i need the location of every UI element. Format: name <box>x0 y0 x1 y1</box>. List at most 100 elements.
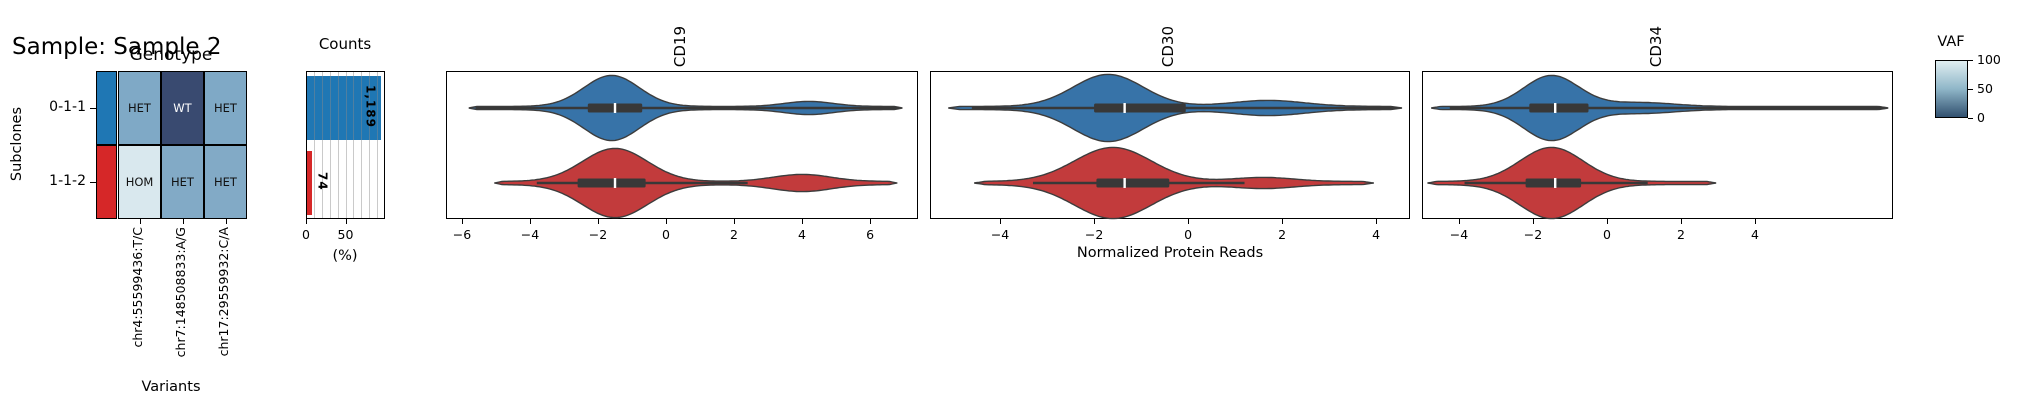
violin-panel-frame <box>446 71 918 219</box>
violin-panel-title: CD30 <box>1159 26 1177 68</box>
violin-x-tick-label: 2 <box>730 227 738 242</box>
violin-x-tick-mark <box>1606 219 1609 224</box>
violin-x-tick-mark <box>1376 219 1378 224</box>
colorbar-tick-label: 0 <box>1977 110 1985 125</box>
violin-x-tick-label: 2 <box>1278 227 1287 242</box>
violin-x-tick-mark <box>1000 219 1002 224</box>
violin-inner-box <box>1096 178 1170 188</box>
colorbar-tick-label: 100 <box>1977 52 2001 67</box>
counts-x-tick-mark <box>306 219 308 224</box>
violin-x-tick-mark <box>870 219 872 224</box>
counts-gridline <box>353 72 355 218</box>
violin-x-tick-label: −2 <box>1523 227 1543 242</box>
violin-x-tick-label: 4 <box>1372 227 1381 242</box>
violin-x-tick-mark <box>1458 219 1461 224</box>
x-tick-mark <box>139 219 141 224</box>
violin-x-tick-mark <box>734 219 736 224</box>
y-tick-mark <box>90 108 96 110</box>
violin-inner-box <box>1094 103 1186 113</box>
variants-axis-label: Variants <box>141 379 201 395</box>
violin-x-tick-mark <box>802 219 804 224</box>
genotype-cell: HOM <box>118 145 161 219</box>
genotype-heatmap-title: Genotype <box>129 45 213 65</box>
counts-x-tick-label: 50 <box>337 227 354 242</box>
violin-x-tick-mark <box>666 219 668 224</box>
violin-panel-title: CD19 <box>671 26 689 68</box>
violin-x-tick-label: −2 <box>588 227 608 242</box>
violin-svg <box>948 73 1403 220</box>
counts-gridline <box>329 72 331 218</box>
variant-tick-label: chr4:55599436:T/C <box>129 227 145 348</box>
violin-x-tick-label: −4 <box>1449 227 1469 242</box>
counts-bar <box>307 151 312 215</box>
colorbar-gradient <box>1935 60 1968 118</box>
counts-bar <box>307 76 382 140</box>
violin-x-tick-label: 4 <box>798 227 807 242</box>
counts-gridline <box>377 72 379 218</box>
violin-median-tick <box>613 103 617 113</box>
violin-inner-box <box>1525 178 1582 188</box>
violin-x-tick-label: −4 <box>990 227 1010 242</box>
genotype-cell: HET <box>204 145 247 219</box>
colorbar-tick-mark <box>1968 118 1973 120</box>
counts-gridline <box>337 72 339 218</box>
violin-x-tick-label: 6 <box>866 227 875 242</box>
subclone-color-strip <box>96 71 117 145</box>
genotype-cell: HET <box>161 145 204 219</box>
counts-gridline <box>369 72 371 218</box>
counts-gridline <box>345 72 347 218</box>
counts-gridline <box>361 72 363 218</box>
violin-inner-box <box>1529 103 1589 113</box>
violin-x-tick-mark <box>598 219 600 224</box>
violin-x-tick-mark <box>1680 219 1683 224</box>
subclone-row-label: 1-1-2 <box>49 173 86 189</box>
violin-x-tick-mark <box>1188 219 1190 224</box>
subclone-color-strip <box>96 145 117 219</box>
violin-x-tick-label: 0 <box>662 227 670 242</box>
counts-chart-title: Counts <box>318 35 372 53</box>
violin-x-tick-label: 4 <box>1751 227 1759 242</box>
variant-tick-label: chr7:148508833:A/G <box>172 227 188 358</box>
violin-median-tick <box>613 178 617 188</box>
counts-x-tick-label: 0 <box>302 227 310 242</box>
counts-gridline <box>313 72 315 218</box>
violin-x-tick-label: −2 <box>1084 227 1104 242</box>
colorbar-tick-label: 50 <box>1977 81 1993 96</box>
violin-median-tick <box>1123 178 1126 188</box>
violin-x-tick-mark <box>461 219 464 224</box>
counts-bar-value-label: 74 <box>315 172 330 191</box>
violin-median-tick <box>1553 103 1557 113</box>
violin-median-tick <box>1123 103 1126 113</box>
violin-x-tick-mark <box>1094 219 1096 224</box>
violin-x-tick-mark <box>1282 219 1284 224</box>
genotype-cell: HET <box>118 71 161 145</box>
x-tick-mark <box>182 219 184 224</box>
violin-x-tick-label: 2 <box>1677 227 1685 242</box>
colorbar-tick-mark <box>1968 60 1973 62</box>
violin-x-tick-label: −6 <box>452 227 472 242</box>
violin-x-tick-label: 0 <box>1184 227 1193 242</box>
violin-x-tick-label: 0 <box>1603 227 1611 242</box>
vaf-colorbar-title: VAF <box>1937 34 1965 50</box>
violin-svg <box>468 74 903 219</box>
counts-x-tick-mark <box>345 219 347 224</box>
counts-gridline <box>321 72 323 218</box>
violin-x-tick-mark <box>529 219 532 224</box>
genotype-cell: HET <box>204 71 247 145</box>
violin-inner-box <box>577 178 646 188</box>
counts-bar-value-label: 1,189 <box>363 85 378 128</box>
y-tick-mark <box>90 182 96 184</box>
violin-svg <box>1427 74 1889 220</box>
subclone-row-label: 0-1-1 <box>49 99 86 115</box>
normalized-protein-reads-axis-label: Normalized Protein Reads <box>1076 245 1264 261</box>
colorbar-tick-mark <box>1968 89 1973 91</box>
variant-tick-label: chr17:29559932:C/A <box>215 227 231 357</box>
violin-panel-title: CD34 <box>1646 26 1665 68</box>
violin-x-tick-label: −4 <box>520 227 540 242</box>
violin-x-tick-mark <box>1754 219 1757 224</box>
subclones-axis-label: Subclones <box>9 107 25 182</box>
counts-percent-axis-label: (%) <box>332 248 358 264</box>
figure-title: Sample: Sample 2 <box>12 34 222 60</box>
genotype-cell: WT <box>161 71 204 145</box>
